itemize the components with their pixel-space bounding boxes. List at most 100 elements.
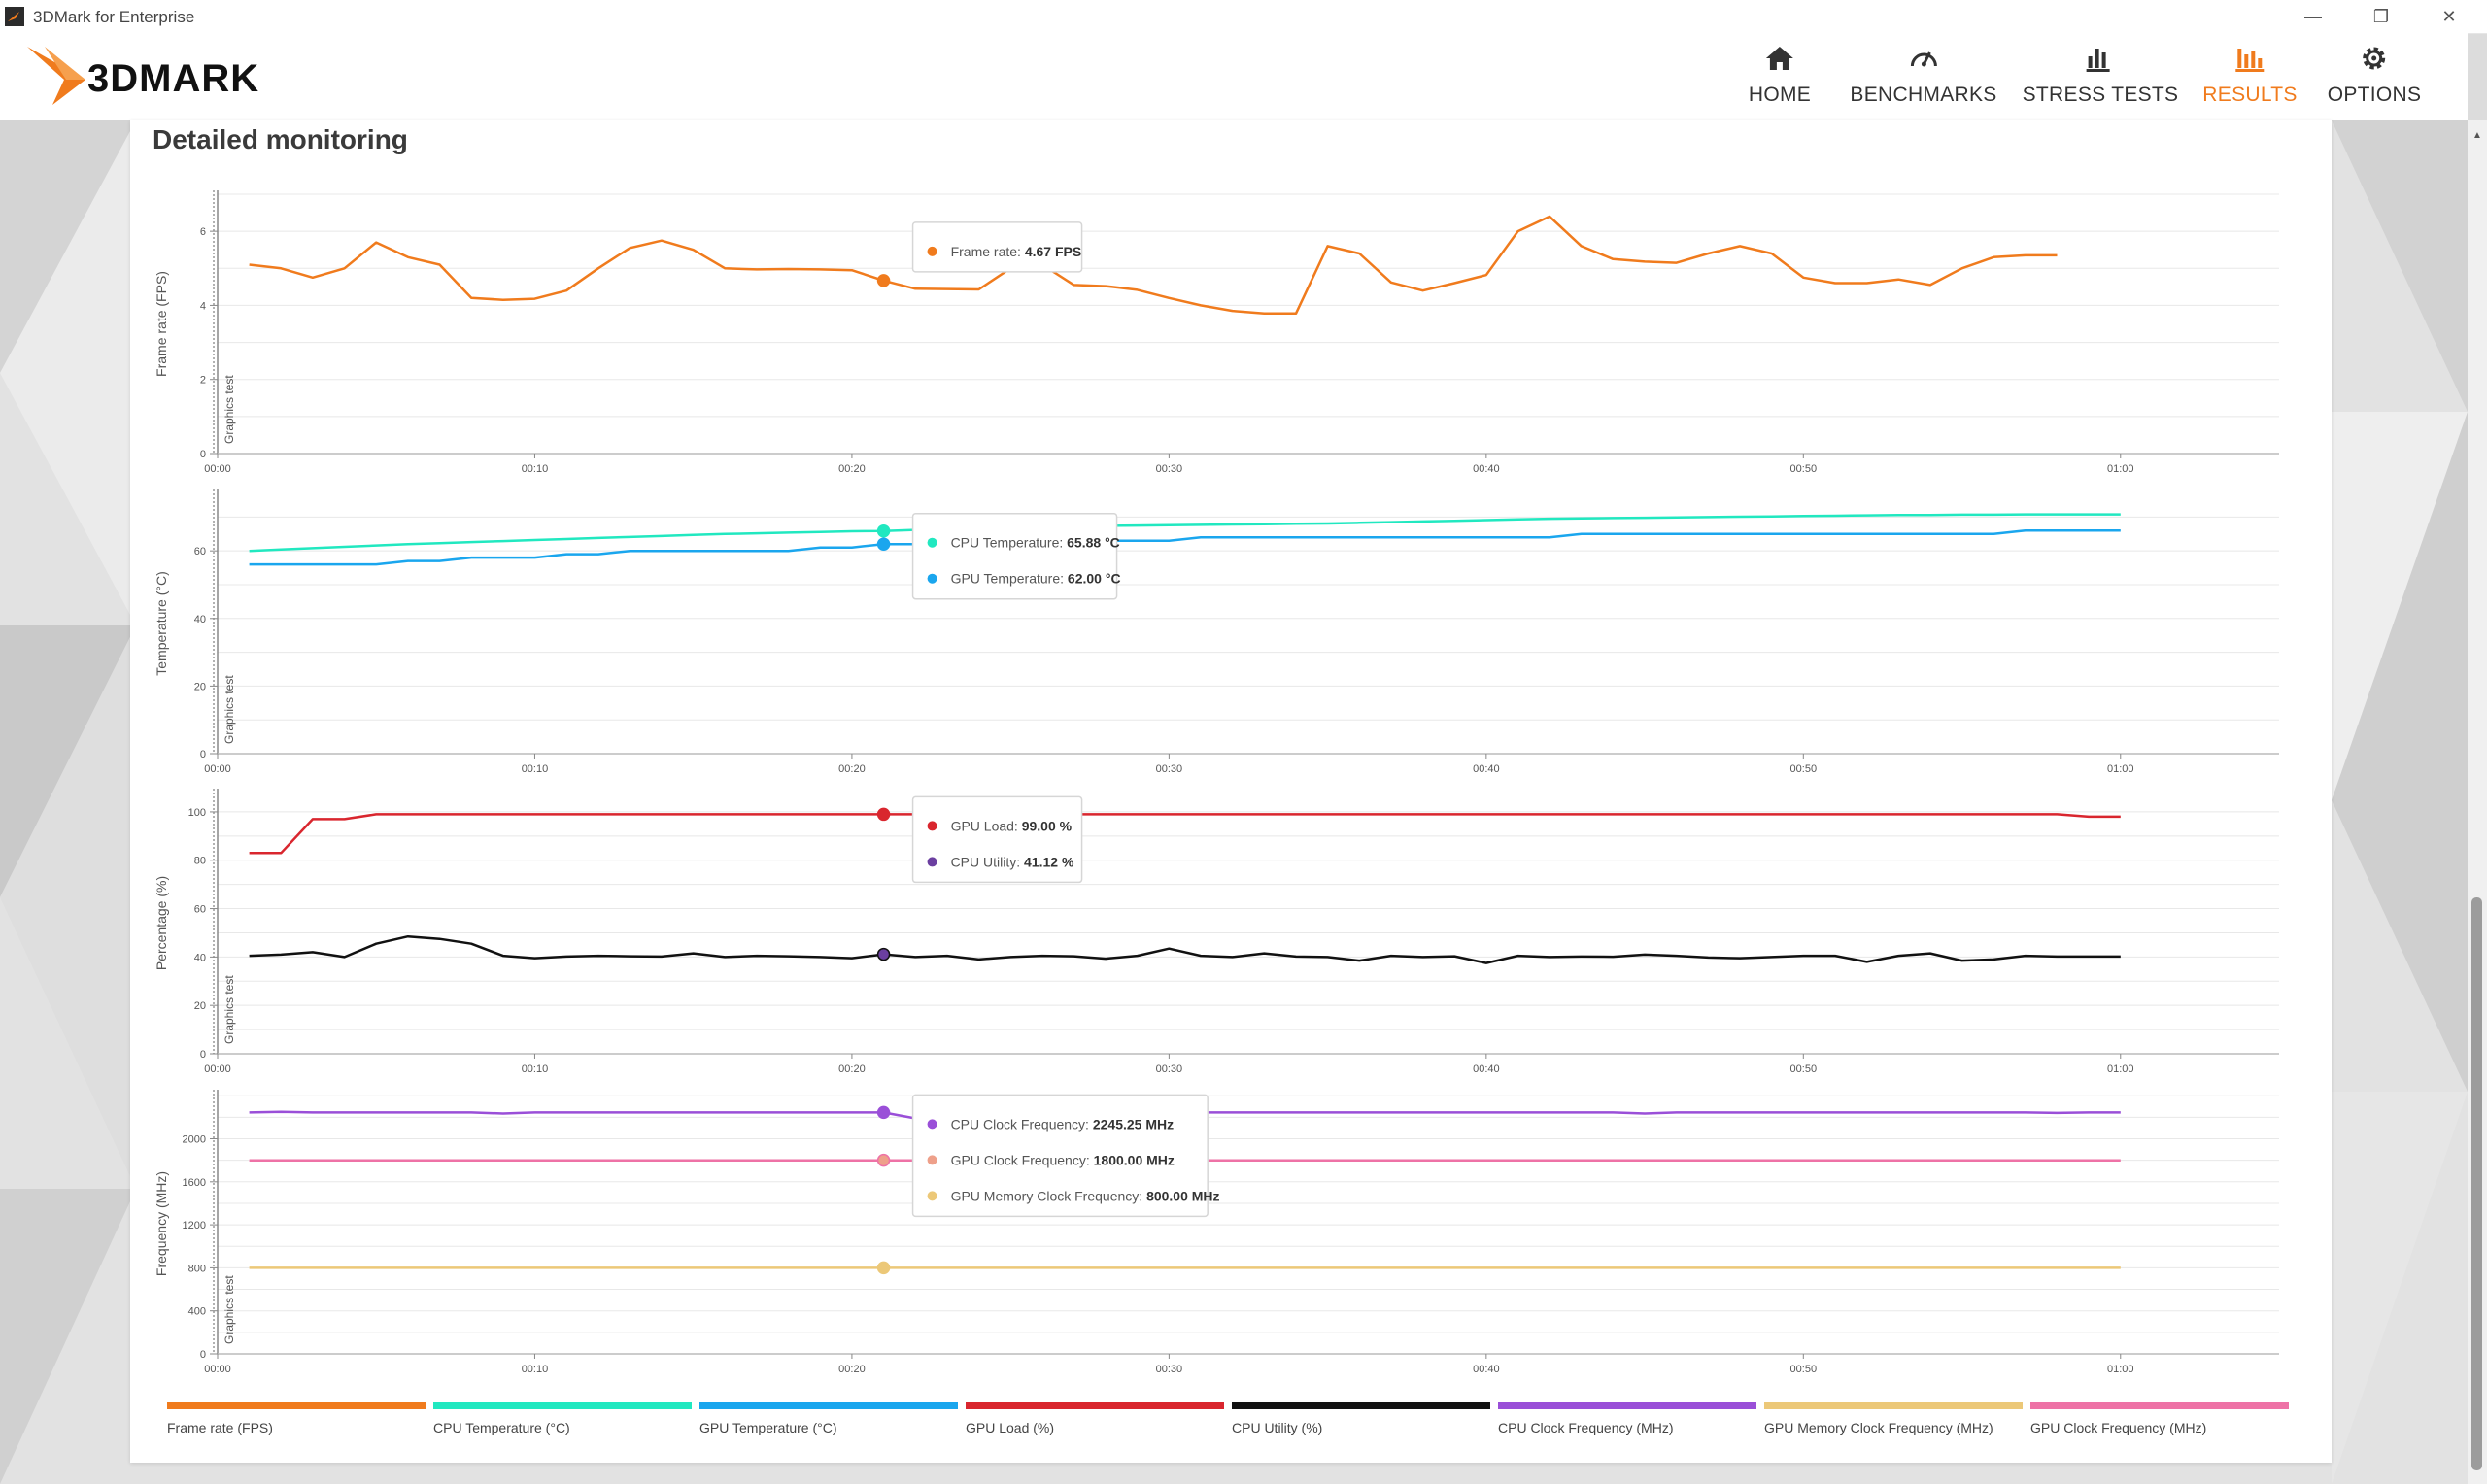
gauge-icon <box>1906 41 1941 76</box>
3dmark-logo[interactable]: 3DMARK <box>23 41 324 109</box>
x-tick-label: 00:10 <box>522 763 549 775</box>
y-axis-label: Temperature (°C) <box>153 571 169 676</box>
legend-item[interactable]: GPU Temperature (°C) <box>699 1402 958 1435</box>
tooltip-value: 1800.00 MHz <box>1094 1152 1175 1167</box>
hover-marker <box>876 1105 891 1120</box>
tooltip-text: GPU Memory Clock Frequency: 800.00 MHz <box>951 1188 1220 1203</box>
legend-item[interactable]: Frame rate (FPS) <box>167 1402 426 1435</box>
monitoring-charts: 0 2 4 6 00:00 00:10 00:20 00:30 00:40 00:50 01:00 F… <box>153 190 2279 1375</box>
tooltip-label: CPU Utility: <box>951 854 1024 869</box>
tooltip-swatch <box>927 1155 937 1165</box>
nav-home[interactable]: HOME <box>1749 41 1811 118</box>
tooltip-value: 800.00 MHz <box>1146 1188 1219 1203</box>
legend-item[interactable]: CPU Utility (%) <box>1232 1402 1490 1435</box>
legend-item[interactable]: GPU Memory Clock Frequency (MHz) <box>1764 1402 2023 1435</box>
tooltip-box <box>911 1094 1209 1218</box>
legend-item[interactable]: GPU Load (%) <box>966 1402 1224 1435</box>
tooltip-label: GPU Temperature: <box>951 571 1068 587</box>
x-tick-label: 01:00 <box>2107 463 2134 475</box>
legend-item[interactable]: GPU Clock Frequency (MHz) <box>2030 1402 2289 1435</box>
tooltip-swatch <box>927 857 937 867</box>
nav-label: OPTIONS <box>2327 84 2422 106</box>
legend-swatch <box>1764 1402 2023 1409</box>
x-tick-label: 00:50 <box>1790 1063 1818 1075</box>
band-label: Graphics test <box>222 375 236 444</box>
x-tick-label: 00:20 <box>838 763 866 775</box>
legend-swatch <box>1232 1402 1490 1409</box>
tooltip-text: Frame rate: 4.67 FPS <box>951 244 1082 259</box>
tooltip-text: GPU Temperature: 62.00 °C <box>951 571 1121 587</box>
chart-3: 0 400 800 1200 1600 2000 00:00 00:10 00:20 00:30 0… <box>153 1090 2279 1375</box>
y-tick-label: 40 <box>194 952 206 963</box>
y-tick-label: 1600 <box>183 1177 206 1189</box>
restore-button[interactable]: ❐ <box>2372 6 2390 26</box>
y-tick-label: 0 <box>200 1049 206 1061</box>
y-tick-label: 6 <box>200 226 206 238</box>
tooltip-label: GPU Clock Frequency: <box>951 1152 1094 1167</box>
tooltip-text: CPU Temperature: 65.88 °C <box>951 535 1120 551</box>
title-bar: 3DMark for Enterprise — ❐ ✕ <box>0 0 2487 34</box>
tooltip-swatch <box>927 537 937 548</box>
scroll-thumb[interactable] <box>2471 897 2482 1470</box>
x-tick-label: 01:00 <box>2107 1063 2134 1075</box>
minimize-button[interactable]: — <box>2304 6 2322 26</box>
x-tick-label: 00:40 <box>1473 1364 1500 1375</box>
nav-label: BENCHMARKS <box>1850 84 1997 106</box>
tooltip-value: 4.67 FPS <box>1025 244 1081 259</box>
legend-swatch <box>699 1402 958 1409</box>
hover-marker <box>876 1153 891 1167</box>
nav-benchmarks[interactable]: BENCHMARKS <box>1850 41 1996 118</box>
tooltip-box <box>911 221 1083 273</box>
x-tick-label: 00:10 <box>522 1364 549 1375</box>
window-title: 3DMark for Enterprise <box>33 8 195 26</box>
y-axis-label: Frame rate (FPS) <box>153 271 169 377</box>
x-tick-label: 00:40 <box>1473 1063 1500 1075</box>
legend-item[interactable]: CPU Clock Frequency (MHz) <box>1498 1402 1756 1435</box>
tooltip: Frame rate: 4.67 FPS <box>911 221 1083 273</box>
y-tick-label: 0 <box>200 749 206 760</box>
close-button[interactable]: ✕ <box>2441 6 2457 26</box>
tooltip-swatch <box>927 821 937 831</box>
scroll-up-icon[interactable]: ▲ <box>2472 130 2482 141</box>
x-tick-label: 00:30 <box>1156 1063 1183 1075</box>
y-axis-label: Frequency (MHz) <box>153 1171 169 1276</box>
x-tick-label: 00:30 <box>1156 463 1183 475</box>
legend-label: GPU Temperature (°C) <box>699 1420 837 1435</box>
x-tick-label: 00:40 <box>1473 763 1500 775</box>
y-tick-label: 100 <box>188 807 206 819</box>
tooltip-value: 41.12 % <box>1024 854 1074 869</box>
results-icon <box>2232 41 2267 76</box>
x-tick-label: 00:50 <box>1790 763 1818 775</box>
tooltip-label: GPU Load: <box>951 818 1022 833</box>
tooltip-value: 2245.25 MHz <box>1093 1116 1174 1131</box>
tooltip-swatch <box>927 1191 937 1201</box>
nav-stress-tests[interactable]: STRESS TESTS <box>2023 41 2179 118</box>
y-tick-label: 400 <box>188 1306 206 1318</box>
x-tick-label: 00:30 <box>1156 1364 1183 1375</box>
home-icon <box>1762 41 1797 76</box>
legend-label: GPU Load (%) <box>966 1420 1055 1435</box>
nav-results[interactable]: RESULTS <box>2202 41 2297 118</box>
y-tick-label: 1200 <box>183 1220 206 1231</box>
scrollbar[interactable]: ▲ <box>2468 120 2487 1484</box>
hover-marker <box>876 807 891 822</box>
legend-swatch <box>1498 1402 1756 1409</box>
x-tick-label: 00:00 <box>204 1063 231 1075</box>
tooltip-box <box>911 795 1083 884</box>
y-tick-label: 20 <box>194 1000 206 1012</box>
series-line-frame-rate <box>249 215 2058 316</box>
y-tick-label: 60 <box>194 546 206 557</box>
app-header: 3DMARK HOME BENCHMARKS STRESS TESTS RESULTS… <box>0 33 2468 120</box>
legend-label: GPU Clock Frequency (MHz) <box>2030 1420 2207 1435</box>
legend-item[interactable]: CPU Temperature (°C) <box>433 1402 692 1435</box>
tooltip-swatch <box>927 1119 937 1130</box>
logo-text: 3DMARK <box>87 57 259 100</box>
tooltip-box <box>911 512 1118 600</box>
nav-label: HOME <box>1748 84 1812 106</box>
tooltip-text: GPU Clock Frequency: 1800.00 MHz <box>951 1152 1175 1167</box>
chart-1: 0 20 40 60 00:00 00:10 00:20 00:30 00:40 00:50 01:… <box>153 489 2279 775</box>
tooltip: CPU Temperature: 65.88 °C GPU Temperature… <box>911 512 1121 600</box>
app-icon <box>5 7 24 26</box>
nav-options[interactable]: OPTIONS <box>2328 41 2422 118</box>
legend-label: CPU Utility (%) <box>1232 1420 1323 1435</box>
